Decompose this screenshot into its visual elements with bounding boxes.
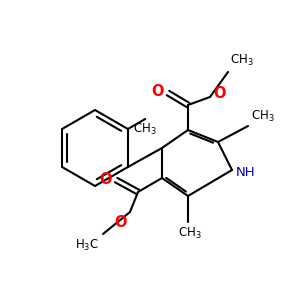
Text: O: O bbox=[152, 85, 164, 100]
Text: O: O bbox=[100, 172, 112, 187]
Text: CH$_3$: CH$_3$ bbox=[134, 122, 157, 137]
Text: NH: NH bbox=[236, 166, 256, 178]
Text: CH$_3$: CH$_3$ bbox=[251, 109, 275, 124]
Text: H$_3$C: H$_3$C bbox=[75, 238, 99, 253]
Text: O: O bbox=[213, 86, 226, 101]
Text: CH$_3$: CH$_3$ bbox=[230, 53, 254, 68]
Text: CH$_3$: CH$_3$ bbox=[178, 226, 202, 241]
Text: O: O bbox=[115, 215, 127, 230]
